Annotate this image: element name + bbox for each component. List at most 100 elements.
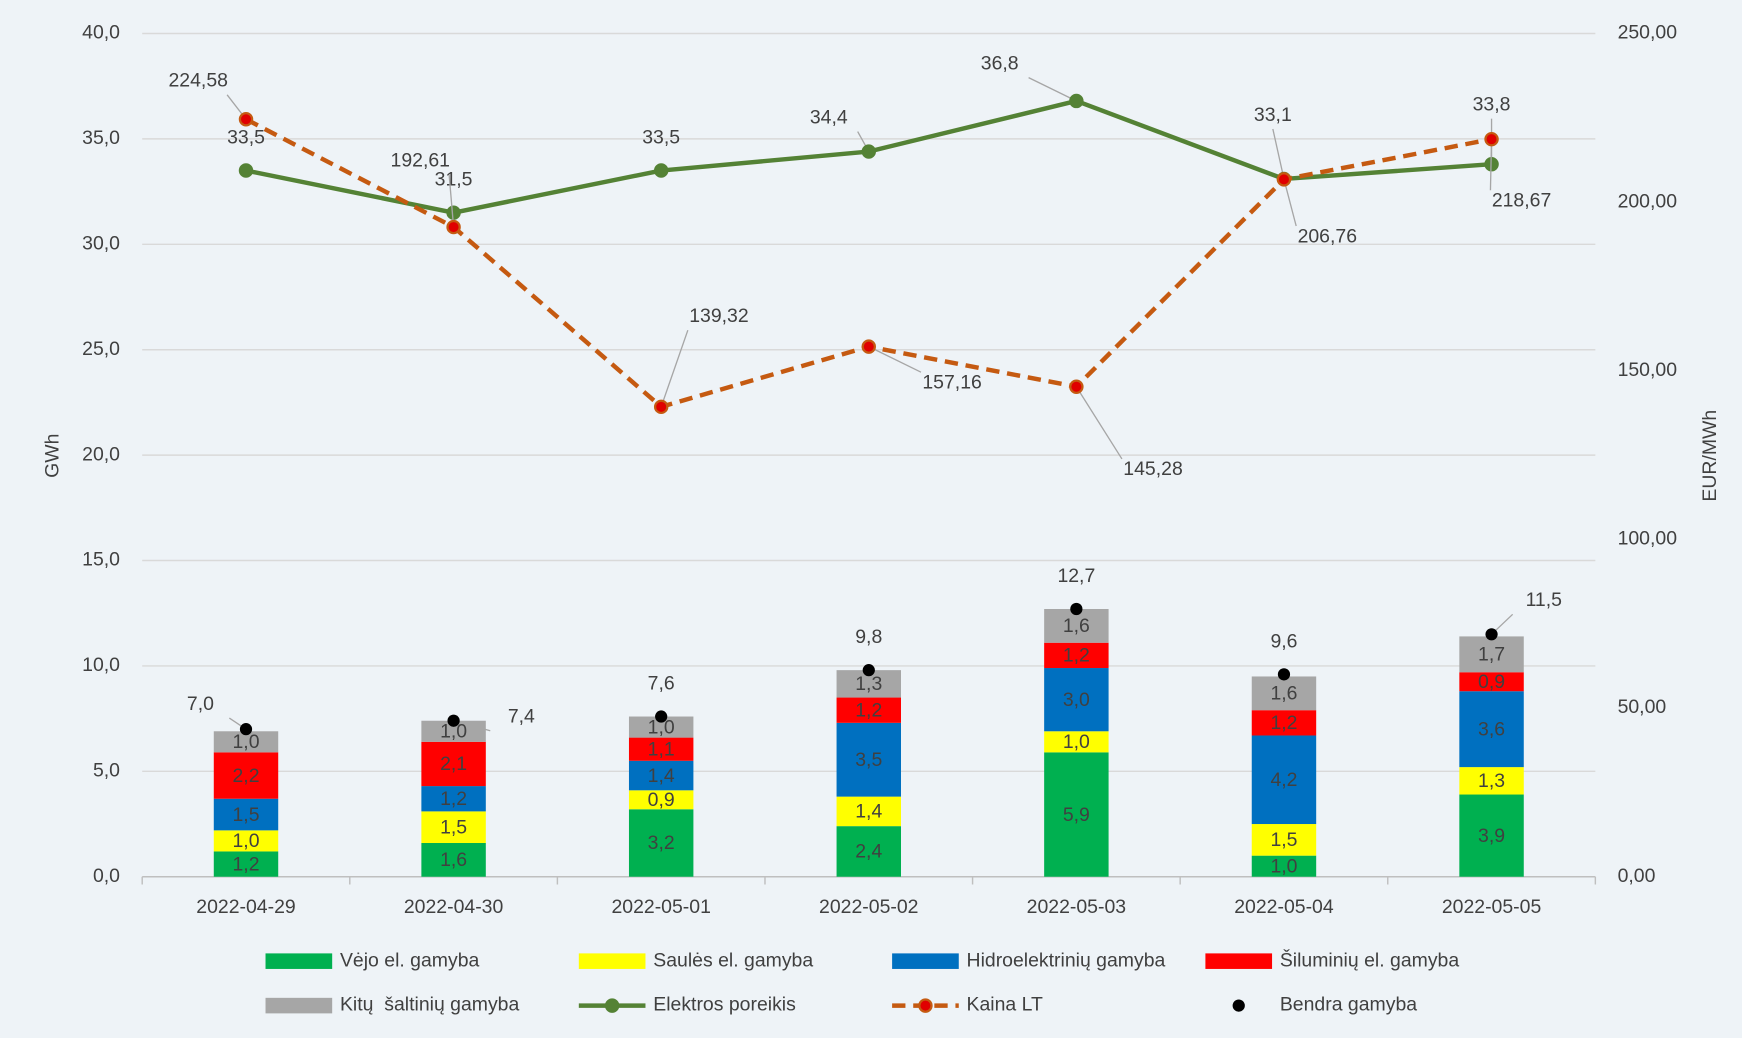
leader-line — [660, 329, 689, 408]
point-value-label: 33,8 — [1473, 93, 1511, 115]
point-value-label: 33,5 — [642, 126, 680, 148]
bar-segment — [421, 811, 486, 844]
y-tick-label: 25,0 — [82, 338, 120, 360]
bar-value-label: 1,0 — [232, 830, 259, 852]
leader-line — [1075, 386, 1123, 460]
bar-segment — [421, 741, 486, 787]
legend-label: Hidroelektrinių gamyba — [967, 949, 1166, 971]
point-value-label: 7,6 — [648, 672, 675, 694]
point-value-label: 7,0 — [187, 693, 214, 715]
x-tick-label: 2022-04-30 — [404, 896, 504, 918]
bar-segment — [1459, 672, 1524, 692]
bar-value-label: 1,0 — [648, 716, 675, 738]
bar-value-label: 1,0 — [1063, 731, 1090, 753]
legend-marker — [918, 998, 933, 1013]
bar-value-label: 3,2 — [648, 832, 675, 854]
y2-tick-label: 150,00 — [1618, 359, 1678, 381]
legend-label: Kitų šaltinių gamyba — [340, 994, 520, 1016]
line-marker — [1484, 131, 1499, 147]
bar-segment — [1251, 824, 1317, 856]
bar-value-label: 1,1 — [648, 738, 675, 760]
leader-line — [1283, 179, 1297, 227]
line-marker — [238, 112, 254, 127]
y-tick-label: 5,0 — [93, 759, 120, 781]
bar-value-label: 1,6 — [1270, 683, 1297, 705]
bar-segment — [628, 790, 694, 810]
bar-segment — [213, 731, 279, 753]
dot-marker — [239, 723, 253, 736]
bar-segment — [1251, 855, 1317, 877]
leader-line — [1489, 139, 1493, 191]
legend-label: Saulės el. gamyba — [653, 949, 813, 971]
bar-segment — [628, 716, 694, 738]
bar-value-label: 3,5 — [855, 749, 882, 771]
x-tick-label: 2022-05-02 — [819, 896, 918, 918]
leader-line — [868, 346, 922, 373]
bar-segment — [1044, 731, 1109, 753]
bar-value-label: 1,0 — [440, 721, 467, 743]
bar-value-label: 0,9 — [1478, 671, 1505, 693]
bar-segment — [213, 798, 279, 831]
bar-segment — [1459, 767, 1524, 795]
point-value-label: 36,8 — [981, 52, 1019, 74]
bar-value-label: 1,2 — [1063, 645, 1090, 667]
point-value-label: 224,58 — [169, 70, 228, 92]
point-value-label: 31,5 — [435, 169, 473, 191]
bar-value-label: 1,5 — [1270, 829, 1297, 851]
bar-segment — [836, 826, 901, 877]
point-value-label: 7,4 — [508, 706, 535, 728]
point-value-label: 9,6 — [1270, 630, 1297, 652]
legend-swatch — [265, 997, 333, 1014]
bar-segment — [1459, 636, 1524, 673]
point-value-label: 12,7 — [1057, 565, 1095, 587]
line-marker — [238, 163, 254, 178]
bar-segment — [836, 722, 901, 797]
point-value-label: 11,5 — [1526, 589, 1562, 611]
y2-tick-label: 0,00 — [1618, 865, 1656, 887]
bar-value-label: 1,5 — [232, 804, 259, 826]
y2-axis-title: EUR/MWh — [1699, 410, 1721, 502]
line-marker — [1069, 379, 1084, 394]
bar-value-label: 1,2 — [440, 788, 467, 810]
legend-label: Vėjo el. gamyba — [340, 949, 480, 971]
line-marker — [446, 219, 461, 235]
line-marker — [653, 163, 669, 178]
y-axis-title: GWh — [41, 434, 63, 478]
bar-value-label: 1,2 — [232, 853, 259, 875]
y-tick-label: 20,0 — [82, 443, 120, 465]
y-tick-label: 0,0 — [93, 865, 120, 887]
bar-value-label: 2,2 — [232, 765, 259, 787]
point-value-label: 33,1 — [1254, 104, 1292, 126]
point-value-label: 34,4 — [810, 106, 848, 128]
bar-value-label: 3,6 — [1478, 718, 1505, 740]
bar-value-label: 1,6 — [440, 849, 467, 871]
bar-value-label: 2,1 — [440, 753, 467, 775]
x-tick-label: 2022-05-01 — [611, 896, 710, 918]
bar-segment — [1251, 735, 1317, 825]
point-value-label: 157,16 — [922, 371, 981, 393]
bar-segment — [421, 843, 486, 877]
y-tick-label: 35,0 — [82, 127, 120, 149]
bar-segment — [213, 830, 279, 852]
y2-tick-label: 250,00 — [1618, 22, 1678, 44]
legend-label: Kaina LT — [967, 994, 1043, 1016]
y2-tick-label: 50,00 — [1618, 696, 1667, 718]
point-value-label: 33,5 — [227, 126, 265, 148]
bar-value-label: 1,3 — [1478, 770, 1505, 792]
bar-segment — [1044, 752, 1109, 877]
bar-value-label: 1,4 — [648, 765, 675, 787]
bar-segment — [1044, 642, 1109, 669]
y-tick-label: 40,0 — [82, 22, 120, 44]
bar-value-label: 0,9 — [648, 789, 675, 811]
bar-segment — [836, 697, 901, 723]
bar-value-label: 5,9 — [1063, 804, 1090, 826]
line-marker — [861, 339, 876, 354]
bar-segment — [1459, 691, 1524, 768]
bar-segment — [213, 752, 279, 799]
bar-value-label: 1,0 — [1270, 855, 1297, 877]
dot-marker — [1070, 602, 1083, 616]
legend-swatch — [578, 953, 646, 969]
point-value-label: 9,8 — [855, 626, 882, 648]
bar-segment — [421, 786, 486, 812]
